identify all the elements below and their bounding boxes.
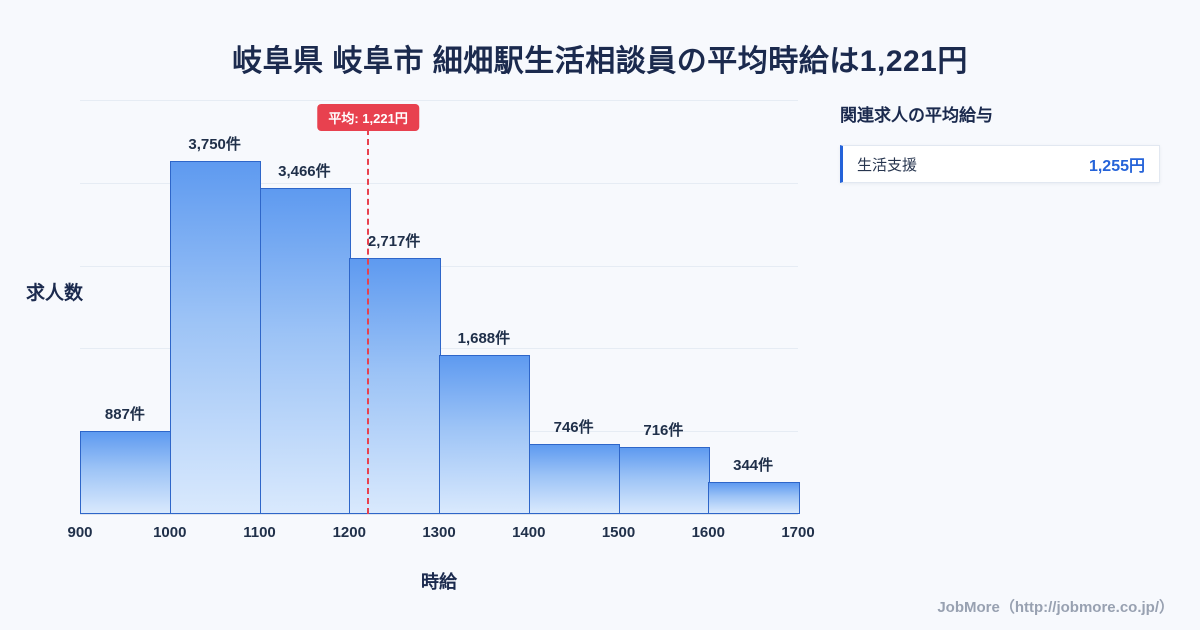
x-tick-label: 1300 [422,524,456,541]
bar-value-label: 716件 [643,421,684,439]
bar-value-label: 3,750件 [188,136,241,154]
x-tick-label: 900 [67,524,93,541]
bar-value-label: 3,466件 [278,162,331,180]
x-tick-label: 1000 [153,524,187,541]
gridline [80,182,798,184]
average-badge: 平均: 1,221円 [317,104,419,131]
x-tick-label: 1600 [691,524,725,541]
related-salary-card: 生活支援 1,255円 [840,145,1160,183]
histogram-bar [259,187,351,514]
histogram-bar [80,430,172,514]
histogram-bar [618,446,710,514]
x-tick-label: 1100 [243,524,276,541]
x-tick-label: 1500 [601,524,636,541]
histogram-bar [169,161,261,514]
histogram-bar [349,258,441,514]
salary-card-label: 生活支援 [857,156,918,174]
x-axis-label: 時給 [421,572,457,592]
page-title: 岐阜県 岐阜市 細畑駅生活相談員の平均時給は1,221円 [232,45,968,78]
histogram-bar [528,443,620,514]
gridline [80,100,798,101]
histogram-bar [439,355,531,514]
bar-value-label: 1,688件 [457,330,511,348]
bar-value-label: 746件 [553,418,594,436]
salary-card-value: 1,255円 [1088,158,1145,175]
histogram-bar [708,481,800,514]
x-axis-ticks: 900 1000 1100 1200 1300 1400 1500 1600 1700 [67,524,814,544]
x-tick-label: 1400 [512,524,546,541]
x-tick-label: 1700 [781,524,815,541]
bar-value-label: 887件 [104,405,145,423]
bar-value-label: 344件 [733,456,774,474]
footer-credit: JobMore（http://jobmore.co.jp/） [937,599,1174,616]
plot-area: 平均: 1,221円 887件 3,750件 3,466件 2,717件 1,688件 7… [80,100,800,515]
bar-value-label: 2,717件 [367,233,421,251]
x-tick-label: 1200 [332,524,366,541]
y-axis-label: 求人数 [26,283,84,304]
related-salary-heading: 関連求人の平均給与 [840,106,993,125]
average-dashed-line [367,129,370,514]
